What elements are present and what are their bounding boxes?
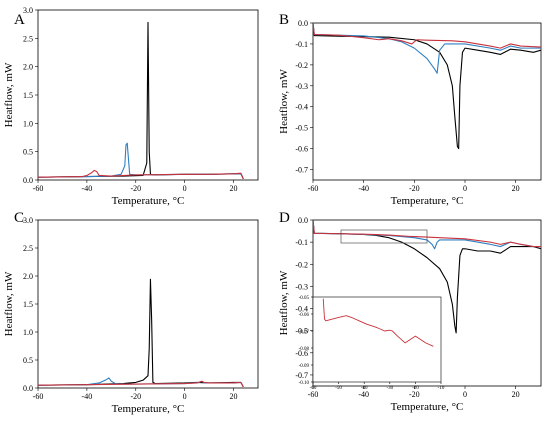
panel-d-x-tick-label: 20 xyxy=(512,390,520,399)
panel-d-x-tick-label: 0 xyxy=(463,390,467,399)
panel-b-y-tick-label: -0.5 xyxy=(295,124,308,133)
panel-c-y-tick-label: 0.5 xyxy=(23,356,33,365)
panel-c-y-tick-label: 1.0 xyxy=(23,328,33,337)
panel-b-x-tick-label: -60 xyxy=(308,184,319,193)
panel-b-series-line-1 xyxy=(313,23,541,150)
panel-d-x-axis-title: Temperature, °C xyxy=(391,401,464,413)
panel-b-x-tick-label: 0 xyxy=(463,184,467,193)
panel-d-inset-y-tick-label: -0.10 xyxy=(299,381,310,386)
panel-d-y-tick-label: -0.4 xyxy=(295,305,308,314)
panel-c-plot-frame xyxy=(37,219,259,389)
panel-d-series-line-3 xyxy=(313,220,541,248)
panel-b-y-tick-label: -0.4 xyxy=(295,103,308,112)
panel-a-y-tick-label: 0.0 xyxy=(23,176,33,185)
panel-d-y-tick-label: -0.3 xyxy=(295,282,308,291)
panel-b-x-axis-title: Temperature, °C xyxy=(391,195,464,207)
panel-c-y-axis-title: Heatflow, mW xyxy=(3,271,15,336)
panel-a-y-tick-label: 3.0 xyxy=(23,6,33,15)
panel-b-plot-frame xyxy=(312,22,542,181)
panel-d: -60 -40 -20 0 200.0-0.1-0.2-0.3-0.4-0.5-0.6-… xyxy=(278,210,542,413)
panel-d-y-tick-label: -0.2 xyxy=(295,260,308,269)
panel-b-y-axis-title: Heatflow, mW xyxy=(278,69,290,134)
panel-a-series-line-2 xyxy=(38,142,244,180)
panel-d-inset-x-tick-label: -20 xyxy=(412,386,419,391)
panel-d-inset: -60 -50 -40 -30 -20 -10 -0.05 -0.06 -0.07 -0.08 -0… xyxy=(299,296,445,391)
panel-b-letter: B xyxy=(279,12,289,28)
panel-a-x-tick-label: -40 xyxy=(82,184,93,193)
panel-d-inset-y-tick-label: -0.07 xyxy=(299,330,310,335)
panel-c-series-line-1 xyxy=(38,278,244,388)
panel-d-y-tick-label: -0.5 xyxy=(295,327,308,336)
panel-a-y-axis-title: Heatflow, mW xyxy=(3,62,15,127)
panel-d-inset-y-tick-label: -0.05 xyxy=(299,296,310,301)
panel-d-x-tick-label: -40 xyxy=(358,390,369,399)
panel-a-x-axis-title: Temperature, °C xyxy=(112,195,185,207)
panel-d-inset-x-tick-label: -40 xyxy=(361,386,368,391)
panel-d-inset-x-tick-label: -60 xyxy=(310,386,317,391)
panel-c-y-tick-label: 2.0 xyxy=(23,272,33,281)
panel-d-inset-plot-frame xyxy=(312,296,442,383)
panel-d-inset-series-line-1 xyxy=(322,298,434,347)
panel-b-y-tick-label: -0.2 xyxy=(295,61,308,70)
panel-c-x-tick-label: 0 xyxy=(183,392,187,401)
panel-d-inset-y-tick-label: -0.08 xyxy=(299,347,310,352)
panel-c-y-tick-label: 3.0 xyxy=(23,216,33,225)
panel-a-y-tick-label: 0.5 xyxy=(23,148,33,157)
panel-b-series-line-3 xyxy=(313,23,541,49)
panel-d-x-tick-label: -60 xyxy=(308,390,319,399)
panel-d-inset-x-tick-label: -10 xyxy=(438,386,445,391)
panel-c-x-tick-label: -20 xyxy=(130,392,141,401)
panel-d-inset-y-tick-label: -0.06 xyxy=(299,313,310,318)
panel-a-x-tick-label: -60 xyxy=(33,184,44,193)
panel-c-series-line-3 xyxy=(38,380,244,388)
panel-d-y-tick-label: -0.7 xyxy=(295,371,308,380)
panel-c-letter: C xyxy=(14,210,24,226)
panel-a-series-line-3 xyxy=(38,169,244,180)
panel-a-y-tick-label: 2.0 xyxy=(23,63,33,72)
panel-d-inset-x-tick-label: -30 xyxy=(386,386,393,391)
panel-d-letter: D xyxy=(279,210,290,226)
panel-d-y-axis-title: Heatflow, mW xyxy=(278,270,290,335)
panel-a-x-tick-label: 20 xyxy=(230,184,238,193)
panel-a: -60 -40 -20 0 20 0.0 0.5 1.0 1.5 2.0 2.5 3.0A Temper… xyxy=(3,6,259,207)
panel-c-y-tick-label: 1.5 xyxy=(23,300,33,309)
panel-c-x-axis-title: Temperature, °C xyxy=(112,403,185,415)
panel-c-y-tick-label: 2.5 xyxy=(23,244,33,253)
panel-b-x-tick-label: -40 xyxy=(358,184,369,193)
panel-b-x-tick-label: -20 xyxy=(409,184,420,193)
panel-c-x-tick-label: 20 xyxy=(230,392,238,401)
panel-d-x-tick-label: -20 xyxy=(409,390,420,399)
panel-a-y-tick-label: 1.0 xyxy=(23,119,33,128)
panel-c-y-tick-label: 0.0 xyxy=(23,384,33,393)
panel-d-y-tick-label: 0.0 xyxy=(298,216,308,225)
panel-d-inset-y-tick-label: -0.09 xyxy=(299,364,310,369)
panel-b-y-tick-label: -0.3 xyxy=(295,82,308,91)
panel-a-x-tick-label: 0 xyxy=(183,184,187,193)
panel-a-y-tick-label: 1.5 xyxy=(23,91,33,100)
panel-a-y-tick-label: 2.5 xyxy=(23,34,33,43)
panel-d-inset-x-tick-label: -50 xyxy=(335,386,342,391)
panel-c-x-tick-label: -40 xyxy=(82,392,93,401)
panel-a-x-tick-label: -20 xyxy=(130,184,141,193)
panel-c: -60 -40 -20 0 20 0.0 0.5 1.0 1.5 2.0 2.5 3.0C Temper… xyxy=(3,210,259,415)
panel-d-y-tick-label: -0.6 xyxy=(295,349,308,358)
panel-a-series-line-1 xyxy=(38,21,244,180)
panel-a-letter: A xyxy=(14,12,25,28)
panel-b-y-tick-label: -0.1 xyxy=(295,40,308,49)
panel-d-zoom-box xyxy=(340,229,428,244)
panel-b: -60 -40 -20 0 20 0.0 -0.1 -0.2 -0.3 -0.4 -0.5 -0.6 -… xyxy=(278,12,542,207)
panel-d-y-tick-label: -0.1 xyxy=(295,238,308,247)
panel-b-y-tick-label: 0.0 xyxy=(298,19,308,28)
panel-c-x-tick-label: -60 xyxy=(33,392,44,401)
panel-b-x-tick-label: 20 xyxy=(512,184,520,193)
panel-b-y-tick-label: -0.7 xyxy=(295,166,308,175)
panel-b-series-line-2 xyxy=(313,23,541,74)
panel-b-y-tick-label: -0.6 xyxy=(295,145,308,154)
